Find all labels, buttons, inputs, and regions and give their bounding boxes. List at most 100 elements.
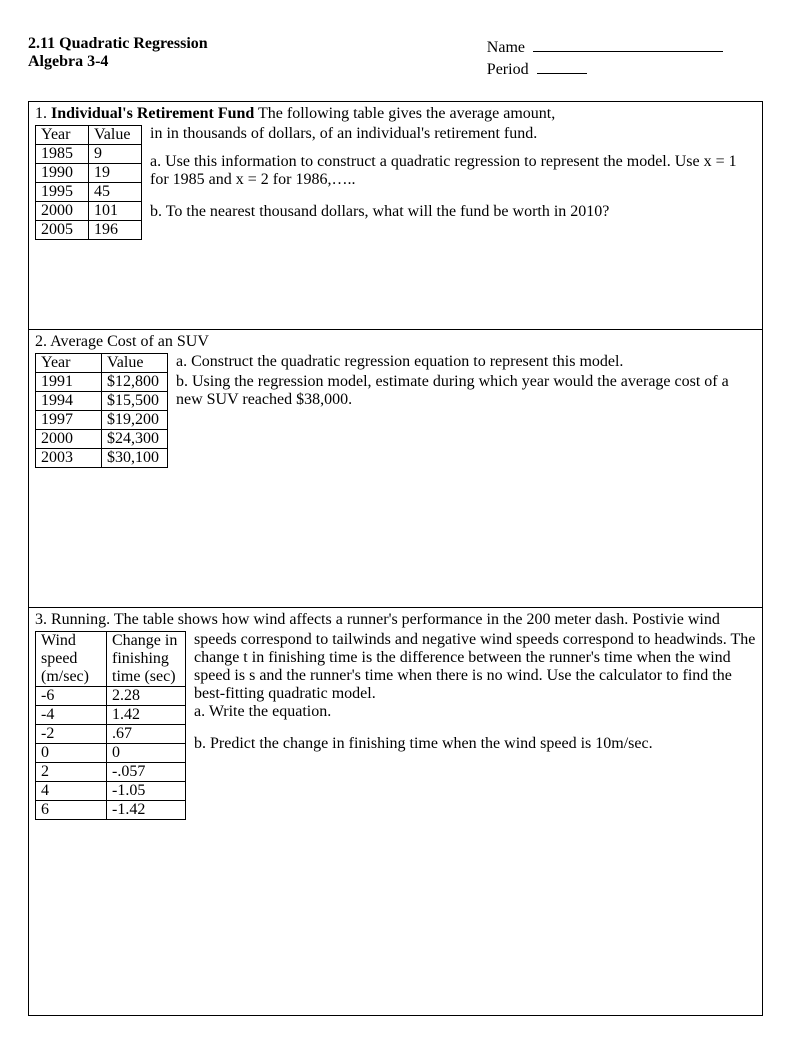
period-blank[interactable] (537, 57, 587, 74)
table-cell: 2.28 (107, 687, 186, 706)
table-cell: 2000 (36, 430, 102, 449)
problem-1-title: Individual's Retirement Fund (51, 105, 254, 122)
table-cell: 45 (89, 183, 142, 202)
table-row: 1991$12,800 (36, 373, 168, 392)
table-cell: 9 (89, 145, 142, 164)
table-cell: 0 (36, 744, 107, 763)
table-row: 00 (36, 744, 186, 763)
table-header-cell: Value (102, 354, 168, 373)
table-cell: $19,200 (102, 411, 168, 430)
table-header-row: Year Value (36, 354, 168, 373)
problem-3-table: Wind speed (m/sec) Change in finishing t… (35, 631, 186, 820)
table-cell: $12,800 (102, 373, 168, 392)
table-cell: -1.05 (107, 782, 186, 801)
table-header-row: Year Value (36, 126, 142, 145)
table-cell: -.057 (107, 763, 186, 782)
table-cell: 2003 (36, 449, 102, 468)
table-cell: -1.42 (107, 801, 186, 820)
table-row: 199019 (36, 164, 142, 183)
table-cell: 4 (36, 782, 107, 801)
table-header-cell: Wind speed (m/sec) (36, 632, 107, 687)
table-header-cell: Year (36, 126, 89, 145)
table-cell: 1.42 (107, 706, 186, 725)
problem-3-intro-after: The table shows how wind affects a runne… (110, 611, 720, 628)
problem-3-text: speeds correspond to tailwinds and negat… (194, 631, 756, 767)
table-row: 4-1.05 (36, 782, 186, 801)
problem-2-intro: 2. Average Cost of an SUV (35, 333, 756, 351)
table-row: 19859 (36, 145, 142, 164)
problem-3-body: Wind speed (m/sec) Change in finishing t… (35, 631, 756, 820)
table-cell: 19 (89, 164, 142, 183)
problem-3-part-a: a. Write the equation. (194, 703, 756, 721)
problem-2-title: Average Cost of an SUV (50, 333, 209, 350)
problem-1-intro: 1. Individual's Retirement Fund The foll… (35, 105, 756, 123)
table-cell: 1994 (36, 392, 102, 411)
table-header-row: Wind speed (m/sec) Change in finishing t… (36, 632, 186, 687)
table-row: 1994$15,500 (36, 392, 168, 411)
table-cell: -2 (36, 725, 107, 744)
worksheet-title: 2.11 Quadratic Regression (28, 35, 208, 53)
problem-1-text: in in thousands of dollars, of an indivi… (150, 125, 756, 235)
table-row: -41.42 (36, 706, 186, 725)
table-row: 1997$19,200 (36, 411, 168, 430)
header-left: 2.11 Quadratic Regression Algebra 3-4 (28, 35, 208, 79)
table-row: 2000101 (36, 202, 142, 221)
problem-3-part-b: b. Predict the change in finishing time … (194, 735, 756, 753)
problem-3-number: 3. (35, 611, 47, 628)
course-title: Algebra 3-4 (28, 53, 208, 71)
table-cell: 1997 (36, 411, 102, 430)
table-row: 2005196 (36, 221, 142, 240)
table-row: -62.28 (36, 687, 186, 706)
table-cell: -4 (36, 706, 107, 725)
table-cell: 1990 (36, 164, 89, 183)
problem-2-body: Year Value 1991$12,800 1994$15,500 1997$… (35, 353, 756, 468)
problem-2-part-a: a. Construct the quadratic regression eq… (176, 353, 756, 371)
table-cell: $30,100 (102, 449, 168, 468)
table-cell: 2000 (36, 202, 89, 221)
table-cell: 2005 (36, 221, 89, 240)
problem-2-number: 2. (35, 333, 47, 350)
table-cell: 0 (107, 744, 186, 763)
problem-1-body: Year Value 19859 199019 199545 2000101 2… (35, 125, 756, 240)
problem-2-part-b: b. Using the regression model, estimate … (176, 373, 756, 409)
problem-3-cont: speeds correspond to tailwinds and negat… (194, 631, 756, 703)
table-header-cell: Year (36, 354, 102, 373)
problem-1-table: Year Value 19859 199019 199545 2000101 2… (35, 125, 142, 240)
period-line: Period (487, 57, 723, 79)
table-cell: 1991 (36, 373, 102, 392)
table-row: 2000$24,300 (36, 430, 168, 449)
table-cell: 196 (89, 221, 142, 240)
header-right: Name Period (487, 35, 763, 79)
table-row: 2003$30,100 (36, 449, 168, 468)
period-label: Period (487, 61, 529, 78)
table-row: 2-.057 (36, 763, 186, 782)
problem-2: 2. Average Cost of an SUV Year Value 199… (29, 330, 762, 608)
table-cell: 6 (36, 801, 107, 820)
problem-3-title: Running. (51, 611, 110, 628)
problem-1-part-a: a. Use this information to construct a q… (150, 153, 756, 189)
problem-2-text: a. Construct the quadratic regression eq… (176, 353, 756, 423)
table-row: -2.67 (36, 725, 186, 744)
table-cell: $15,500 (102, 392, 168, 411)
table-header-cell: Change in finishing time (sec) (107, 632, 186, 687)
worksheet-header: 2.11 Quadratic Regression Algebra 3-4 Na… (28, 35, 763, 79)
table-row: 199545 (36, 183, 142, 202)
problem-1-part-b: b. To the nearest thousand dollars, what… (150, 203, 756, 221)
name-line: Name (487, 35, 723, 57)
problems-container: 1. Individual's Retirement Fund The foll… (28, 101, 763, 1016)
table-cell: 1985 (36, 145, 89, 164)
table-cell: .67 (107, 725, 186, 744)
name-label: Name (487, 39, 525, 56)
table-cell: -6 (36, 687, 107, 706)
problem-3: 3. Running. The table shows how wind aff… (29, 608, 762, 1015)
table-cell: 101 (89, 202, 142, 221)
table-cell: $24,300 (102, 430, 168, 449)
problem-1-number: 1. (35, 105, 47, 122)
problem-2-table: Year Value 1991$12,800 1994$15,500 1997$… (35, 353, 168, 468)
name-blank[interactable] (533, 35, 723, 52)
table-cell: 1995 (36, 183, 89, 202)
problem-3-intro: 3. Running. The table shows how wind aff… (35, 611, 756, 629)
table-cell: 2 (36, 763, 107, 782)
problem-1: 1. Individual's Retirement Fund The foll… (29, 102, 762, 330)
problem-1-cont: in in thousands of dollars, of an indivi… (150, 125, 756, 143)
